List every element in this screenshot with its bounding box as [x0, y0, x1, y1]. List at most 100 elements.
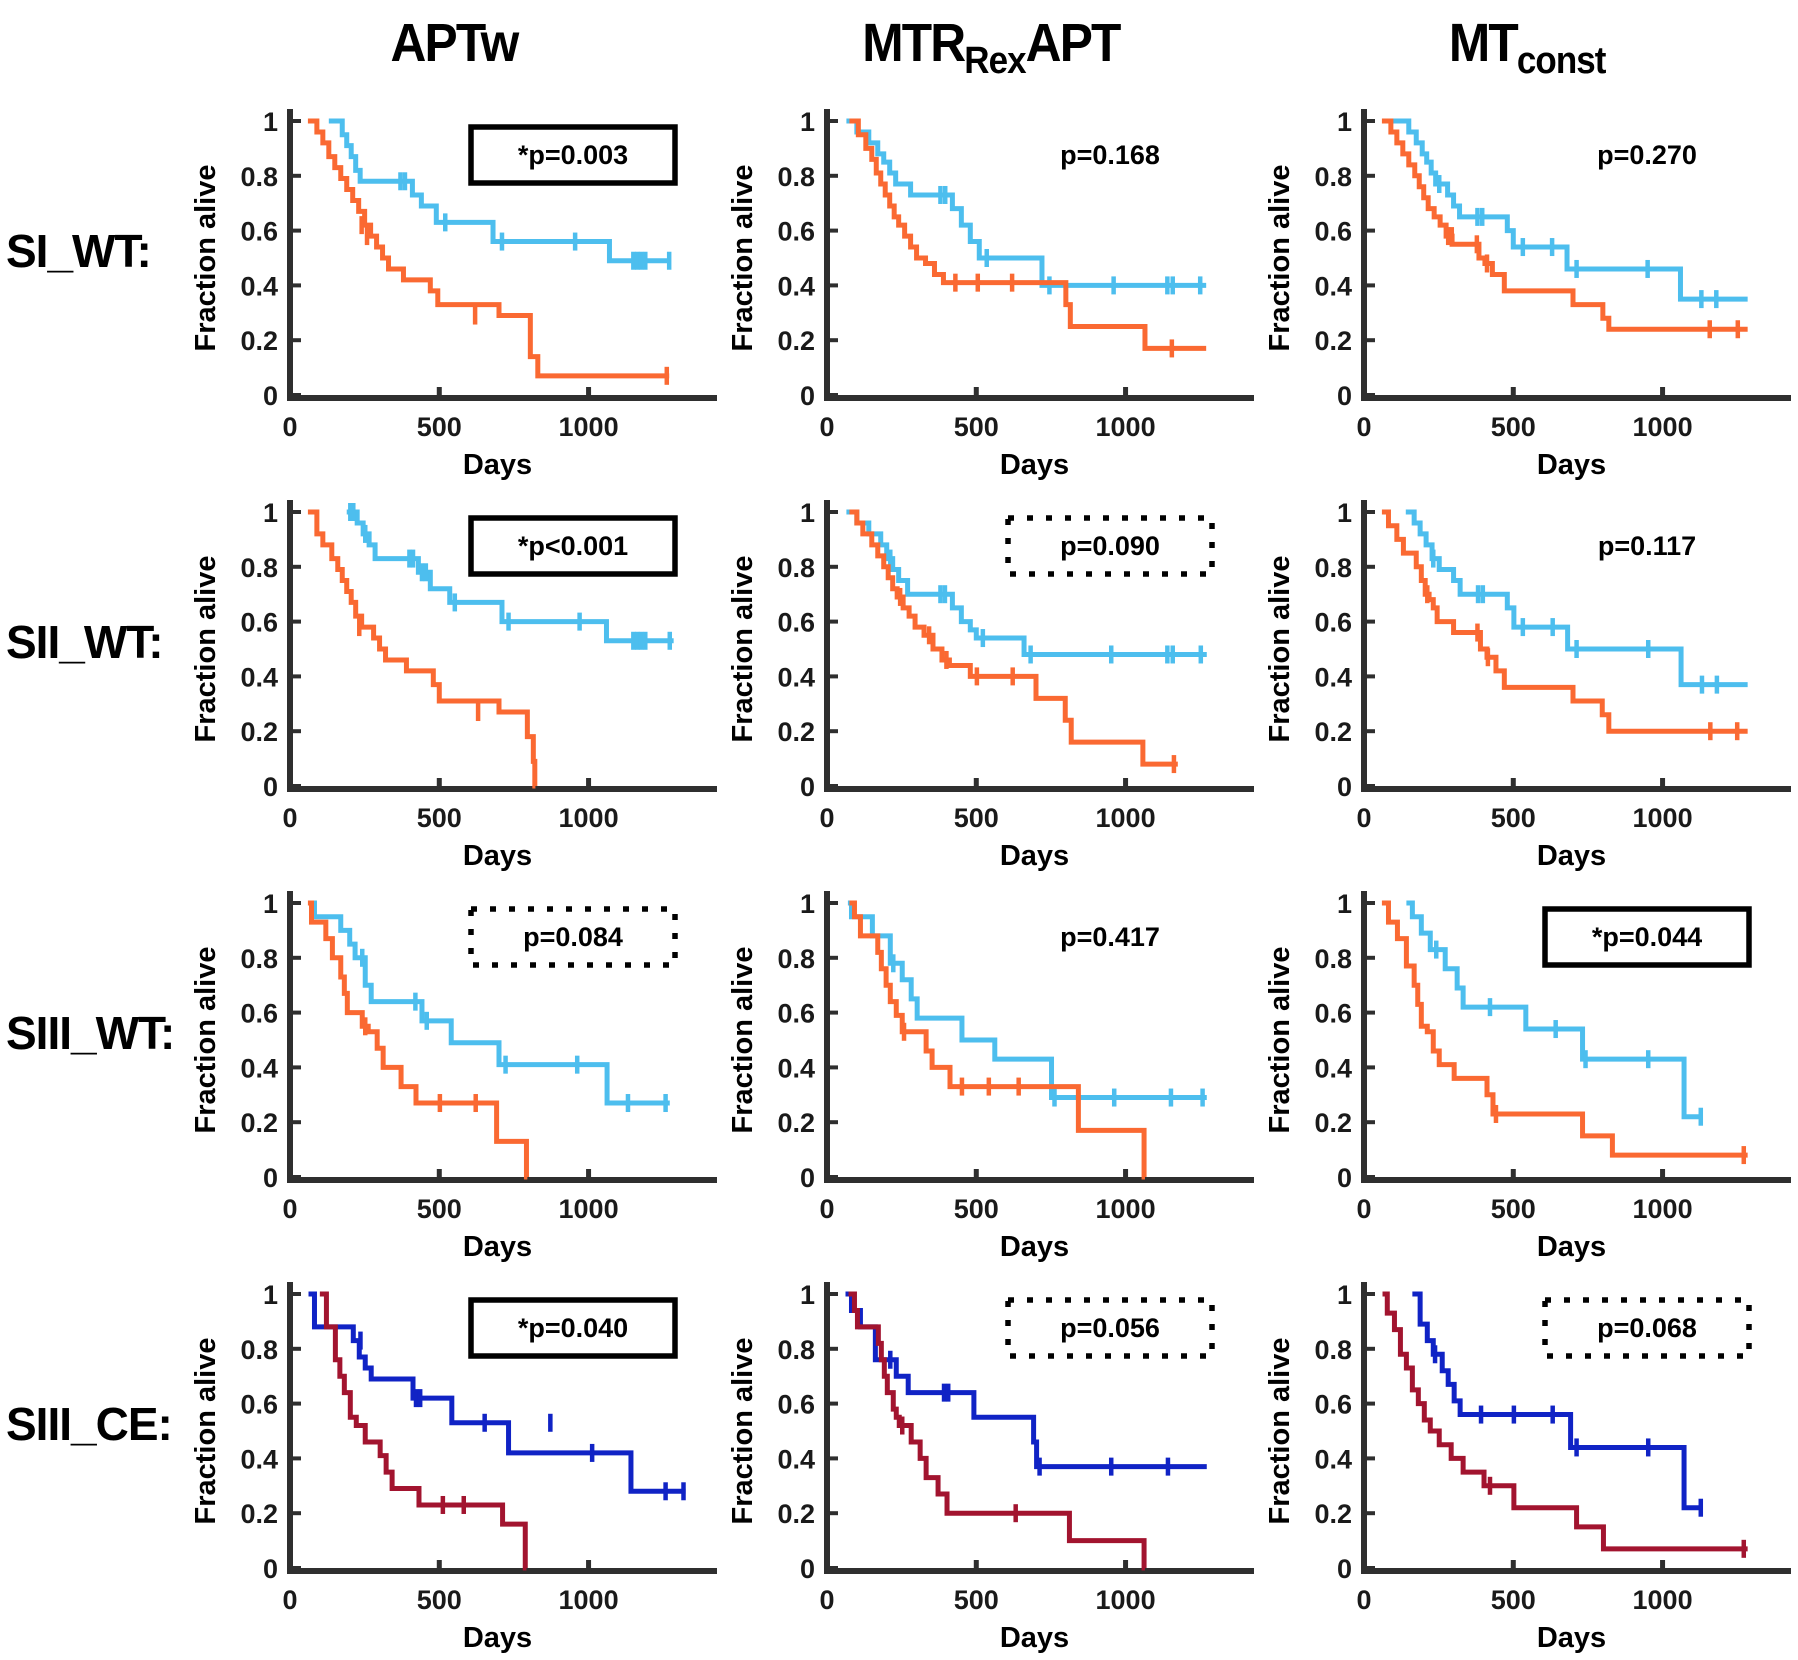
y-tick-label: 0.4	[240, 1444, 278, 1474]
x-tick-label: 1000	[1096, 1194, 1156, 1224]
corner-spacer	[0, 0, 185, 95]
survival-curve-dark-blue-group	[1412, 1291, 1703, 1511]
y-tick-label: 0.2	[240, 1499, 278, 1529]
km-plot-svg: 0 0.2 0.4 0.6 0.8 1 0 500 1000 Days Fraction alive…	[1264, 107, 1791, 481]
p-value-box-dotted	[468, 906, 678, 968]
x-tick-label: 1000	[559, 803, 619, 833]
p-value-label: *p=0.040	[518, 1313, 628, 1343]
y-tick-label: 0.8	[1314, 944, 1352, 974]
y-tick-label: 0.4	[1314, 1053, 1352, 1083]
y-axis-title: Fraction alive	[727, 556, 759, 743]
x-tick-label: 1000	[1633, 1194, 1693, 1224]
survival-curve-blue-group	[846, 118, 1207, 288]
survival-curve-orange-group	[1381, 509, 1748, 734]
y-tick-label: 1	[263, 498, 278, 528]
p-value-label: *p=0.044	[1592, 922, 1702, 952]
y-axis-title: Fraction alive	[190, 556, 222, 743]
y-tick-label: 0	[800, 772, 815, 802]
y-tick-label: 0.2	[777, 1108, 815, 1138]
x-tick-label: 500	[954, 1585, 999, 1615]
p-value-label: p=0.090	[1060, 531, 1160, 561]
y-tick-label: 0	[800, 1163, 815, 1193]
y-tick-label: 0.8	[777, 553, 815, 583]
x-tick-label: 500	[417, 412, 462, 442]
x-tick-label: 1000	[1096, 1585, 1156, 1615]
km-plot-svg: 0 0.2 0.4 0.6 0.8 1 0 500 1000 Days Fraction alive…	[190, 107, 717, 481]
x-tick-label: 0	[282, 1194, 297, 1224]
x-tick-label: 500	[417, 1585, 462, 1615]
survival-curve-orange-group	[1381, 118, 1748, 332]
y-tick-label: 1	[263, 107, 278, 137]
y-tick-label: 0.8	[1314, 553, 1352, 583]
x-tick-label: 500	[1491, 1194, 1536, 1224]
p-value-label: p=0.117	[1598, 531, 1696, 561]
x-axis-title: Days	[1000, 449, 1069, 481]
y-tick-label: 0.6	[240, 1390, 278, 1420]
y-tick-label: 0	[263, 381, 278, 411]
y-tick-label: 0.2	[777, 717, 815, 747]
y-tick-label: 1	[800, 498, 815, 528]
row-label-siii-ce: SIII_CE:	[6, 1397, 173, 1450]
column-header-aptw: APTw	[185, 0, 722, 95]
y-tick-label: 0.6	[777, 608, 815, 638]
x-axis-title: Days	[463, 1231, 532, 1263]
y-tick-label: 0	[1337, 381, 1352, 411]
p-value-label: p=0.084	[523, 922, 623, 952]
y-tick-label: 0.6	[777, 217, 815, 247]
x-axis-title: Days	[1537, 1231, 1606, 1263]
y-axis-title: Fraction alive	[1264, 947, 1296, 1134]
x-axis-title: Days	[463, 449, 532, 481]
x-axis-title: Days	[463, 1622, 532, 1654]
y-tick-label: 0.4	[240, 662, 278, 692]
km-panel-sii-wt-mtrrexapt: 0 0.2 0.4 0.6 0.8 1 0 500 1000 Days Fraction alive…	[722, 486, 1259, 877]
y-tick-label: 1	[263, 1280, 278, 1310]
survival-curve-blue-group	[1406, 900, 1703, 1120]
survival-curve-dark-red-group	[848, 1291, 1147, 1571]
y-tick-label: 0.6	[777, 999, 815, 1029]
column-header-aptw-text: APTw	[390, 13, 519, 73]
y-tick-label: 1	[1337, 498, 1352, 528]
x-tick-label: 0	[1356, 412, 1371, 442]
x-tick-label: 1000	[1633, 803, 1693, 833]
y-tick-label: 0.2	[1314, 1108, 1352, 1138]
y-tick-label: 0.6	[240, 999, 278, 1029]
x-axis-title: Days	[1537, 840, 1606, 872]
km-panel-si-wt-mtrrexapt: 0 0.2 0.4 0.6 0.8 1 0 500 1000 Days Fraction alive…	[722, 95, 1259, 486]
x-tick-label: 500	[417, 803, 462, 833]
y-tick-label: 0.2	[1314, 717, 1352, 747]
y-tick-label: 1	[800, 107, 815, 137]
y-tick-label: 0.6	[1314, 608, 1352, 638]
survival-curve-blue-group	[847, 900, 1207, 1101]
row-label-sii-wt: SII_WT:	[6, 615, 164, 668]
survival-curve-dark-blue-group	[308, 1291, 686, 1494]
km-panel-siii-wt-mtrrexapt: 0 0.2 0.4 0.6 0.8 1 0 500 1000 Days Fraction alive…	[722, 877, 1259, 1268]
p-value-label: p=0.056	[1060, 1313, 1160, 1343]
x-tick-label: 500	[1491, 412, 1536, 442]
km-panel-sii-wt-mtconst: 0 0.2 0.4 0.6 0.8 1 0 500 1000 Days Fraction alive…	[1259, 486, 1796, 877]
x-tick-label: 0	[282, 412, 297, 442]
y-tick-label: 0.4	[240, 271, 278, 301]
column-header-mtrrexapt-text: MTRRexAPT	[861, 13, 1121, 82]
km-panel-siii-ce-mtconst: 0 0.2 0.4 0.6 0.8 1 0 500 1000 Days Fraction alive…	[1259, 1268, 1796, 1659]
x-tick-label: 1000	[1096, 412, 1156, 442]
survival-curve-blue-group	[308, 900, 670, 1106]
y-tick-label: 0.8	[1314, 162, 1352, 192]
survival-curve-blue-group	[328, 118, 671, 264]
x-tick-label: 1000	[559, 1585, 619, 1615]
y-tick-label: 0.4	[777, 1053, 815, 1083]
y-tick-label: 0.4	[777, 662, 815, 692]
x-tick-label: 0	[819, 412, 834, 442]
survival-curve-orange-group	[849, 900, 1147, 1180]
survival-curve-blue-group	[1405, 509, 1748, 688]
y-axis-title: Fraction alive	[190, 1338, 222, 1525]
km-panel-siii-ce-aptw: 0 0.2 0.4 0.6 0.8 1 0 500 1000 Days Fraction alive…	[185, 1268, 722, 1659]
x-tick-label: 500	[1491, 1585, 1536, 1615]
y-tick-label: 0.4	[1314, 271, 1352, 301]
y-tick-label: 1	[800, 889, 815, 919]
p-value-label: *p<0.001	[518, 531, 628, 561]
y-tick-label: 0.8	[777, 1335, 815, 1365]
y-tick-label: 0	[1337, 772, 1352, 802]
x-tick-label: 1000	[1633, 1585, 1693, 1615]
y-tick-label: 0.8	[1314, 1335, 1352, 1365]
